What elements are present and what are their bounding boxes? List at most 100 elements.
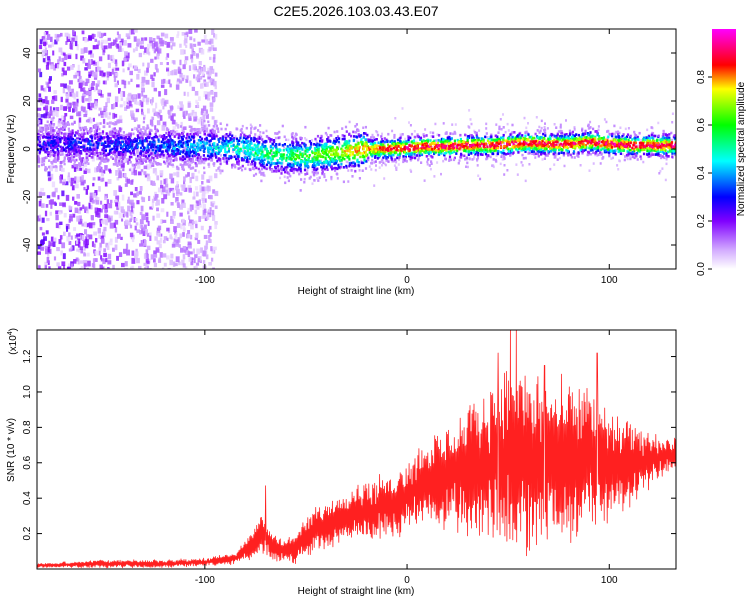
noise-cell [46,195,51,199]
haze-cell [486,143,489,146]
noise-cell [154,171,158,176]
noise-cell [62,253,66,260]
ridge-cell [631,152,634,156]
noise-cell [38,191,42,197]
ridge-cell [602,156,605,159]
haze-cell [264,164,267,167]
noise-cell [202,200,205,204]
noise-cell [108,203,113,209]
noise-cell [79,246,83,251]
ridge-cell [522,147,525,151]
noise-cell [133,36,137,42]
ridge-cell [119,141,123,144]
noise-cell [56,247,60,252]
ridge-cell [410,132,414,136]
ridge-cell [488,141,491,145]
noise-cell [116,201,121,206]
ridge-cell [522,157,525,160]
haze-cell [399,133,402,136]
noise-cell [83,47,88,53]
noise-cell [137,126,140,131]
ridge-cell [125,146,128,150]
haze-cell [545,149,548,152]
noise-cell [74,235,79,239]
ridge-cell [507,137,510,140]
ridge-cell [449,158,453,162]
ridge-cell [250,160,254,163]
noise-cell [190,261,194,266]
ridge-cell [581,142,584,146]
ridge-cell [153,140,156,144]
noise-cell [57,195,60,200]
ridge-cell [391,159,394,163]
noise-cell [203,79,207,83]
ridge-cell [127,145,130,149]
ridge-cell [337,166,340,169]
noise-cell [92,125,96,129]
ridge-cell [213,142,216,145]
ridge-cell [223,154,226,157]
haze-cell [477,174,480,177]
ridge-cell [55,145,58,148]
ridge-cell [364,150,367,154]
ridge-cell [182,151,185,154]
ridge-cell [82,145,86,149]
ridge-cell [579,141,582,145]
ridge-cell [427,158,430,161]
noise-cell [155,247,160,253]
ridge-cell [476,147,479,151]
ridge-cell [243,133,246,137]
ridge-cell [565,149,568,152]
ridge-cell [117,150,120,154]
ridge-cell [569,131,572,134]
haze-cell [478,129,481,132]
ridge-cell [544,154,547,157]
ridge-cell [337,156,340,159]
noise-cell [80,265,84,269]
ridge-cell [572,150,576,153]
haze-cell [470,122,473,126]
ridge-cell [170,153,173,156]
ridge-cell [98,127,101,131]
noise-cell [147,221,150,226]
ridge-cell [197,143,200,147]
noise-cell [133,126,138,130]
ridge-cell [444,157,447,161]
noise-cell [202,114,206,121]
noise-cell [183,110,188,116]
noise-cell [211,209,215,216]
noise-cell [54,33,58,39]
haze-cell [674,153,676,157]
noise-cell [136,229,141,233]
ridge-cell [495,144,498,148]
ridge-cell [105,132,108,135]
noise-cell [113,210,117,215]
ridge-cell [207,120,210,124]
ridge-cell [78,162,81,166]
noise-cell [182,263,186,268]
noise-cell [120,38,124,43]
ridge-cell [528,145,531,149]
noise-cell [103,219,107,225]
noise-cell [46,82,50,89]
ridge-cell [294,132,297,136]
haze-cell [495,151,498,154]
ridge-cell [313,168,316,171]
noise-cell [213,120,217,126]
ridge-cell [369,146,372,149]
ridge-cell [107,144,110,147]
haze-cell [400,135,403,138]
ridge-cell [608,154,611,158]
ridge-cell [285,156,288,160]
noise-cell [143,94,148,99]
noise-cell [129,201,132,205]
noise-cell [122,213,125,218]
ridge-cell [86,138,90,141]
noise-cell [185,110,188,115]
ridge-cell [520,142,524,146]
ridge-cell [262,131,265,135]
ridge-cell [432,131,435,135]
ridge-cell [292,148,295,152]
noise-cell [47,177,52,181]
haze-cell [504,130,507,134]
